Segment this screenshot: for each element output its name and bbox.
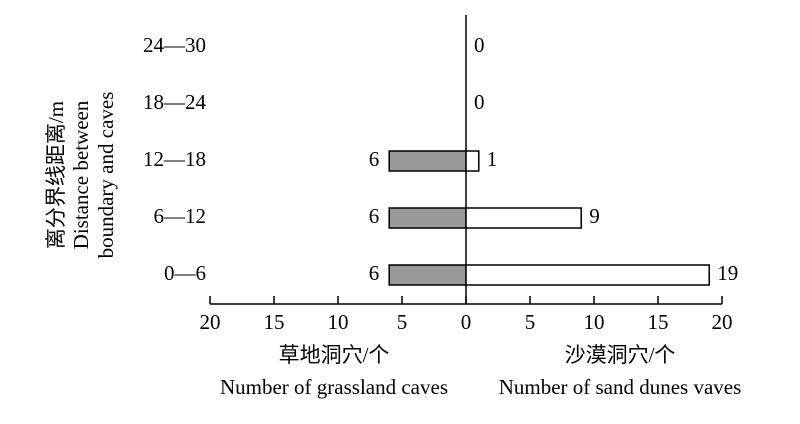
value-label: 6 <box>369 204 380 228</box>
value-label: 9 <box>589 204 600 228</box>
value-label: 19 <box>717 261 738 285</box>
y-axis-label: 离分界线距离/m <box>44 101 68 249</box>
y-axis-label: Distance between <box>69 100 93 249</box>
bar <box>388 264 467 286</box>
value-label: 6 <box>369 261 380 285</box>
y-tick-label: 0—6 <box>164 261 206 285</box>
x-tick-label: 15 <box>264 310 285 334</box>
value-label: 6 <box>369 147 380 171</box>
x-tick-label: 10 <box>584 310 605 334</box>
x-axis-label: 草地洞穴/个 <box>279 343 390 367</box>
y-tick-label: 18—24 <box>143 90 207 114</box>
x-tick-label: 0 <box>461 310 472 334</box>
bar <box>465 264 710 286</box>
y-tick-label: 12—18 <box>143 147 206 171</box>
value-label: 0 <box>474 33 485 57</box>
bar <box>465 207 582 229</box>
value-label: 1 <box>487 147 498 171</box>
bar <box>388 150 467 172</box>
y-axis-label: boundary and caves <box>94 92 118 259</box>
x-tick-label: 15 <box>648 310 669 334</box>
y-tick-label: 24—30 <box>143 33 206 57</box>
x-axis-label: Number of grassland caves <box>220 375 448 399</box>
x-tick-label: 20 <box>712 310 733 334</box>
bar <box>465 150 480 172</box>
x-tick-label: 20 <box>200 310 221 334</box>
bar <box>388 207 467 229</box>
x-axis-label: Number of sand dunes vaves <box>499 375 742 399</box>
value-label: 0 <box>474 90 485 114</box>
x-tick-label: 5 <box>397 310 408 334</box>
y-tick-label: 6—12 <box>154 204 207 228</box>
x-tick-label: 5 <box>525 310 536 334</box>
x-axis-label: 沙漠洞穴/个 <box>565 343 676 367</box>
x-tick-label: 10 <box>328 310 349 334</box>
